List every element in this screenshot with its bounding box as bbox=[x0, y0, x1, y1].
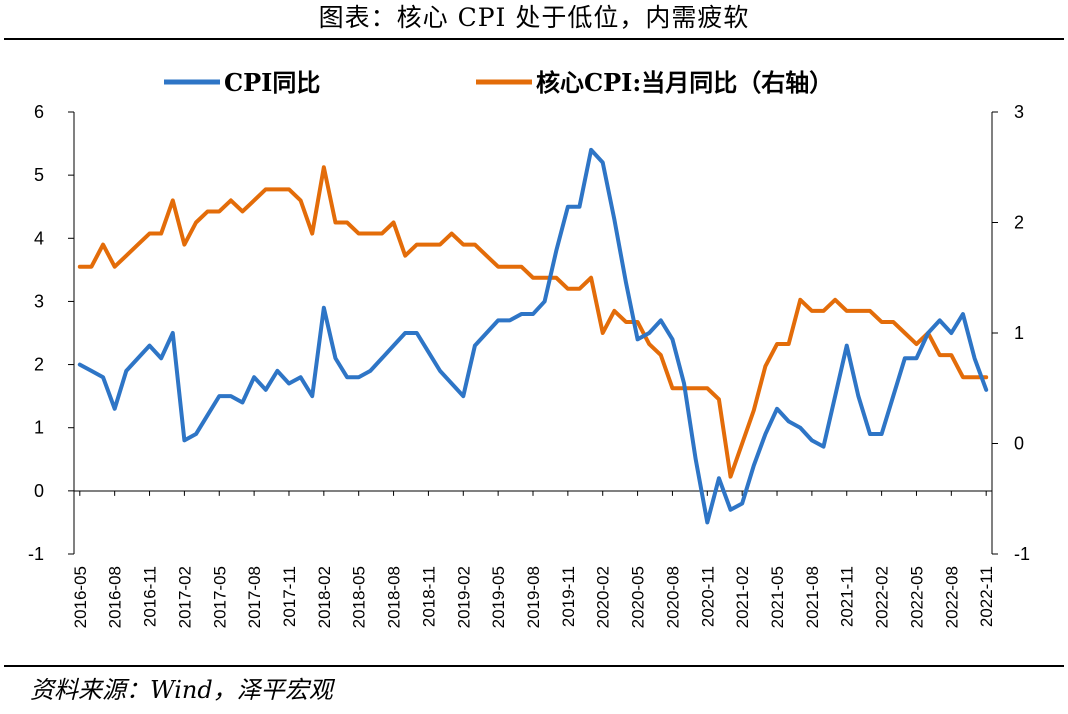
y-right-tick-label: 1 bbox=[1014, 323, 1024, 343]
y-left-tick-label: -1 bbox=[28, 544, 44, 564]
x-tick-label: 2020-02 bbox=[594, 566, 613, 628]
x-tick-label: 2018-11 bbox=[419, 566, 438, 627]
y-left-tick-label: 5 bbox=[34, 165, 44, 185]
x-tick-label: 2017-05 bbox=[210, 566, 229, 628]
y-right-tick-label: 2 bbox=[1014, 213, 1024, 233]
x-tick-label: 2019-05 bbox=[489, 566, 508, 628]
series-points-core-cpi bbox=[79, 167, 987, 477]
x-tick-label: 2021-08 bbox=[803, 566, 822, 628]
series-line-cpi bbox=[77, 147, 989, 525]
page-title: 图表：核心 CPI 处于低位，内需疲软 bbox=[318, 3, 750, 32]
x-tick-label: 2022-02 bbox=[873, 566, 892, 628]
y-right-tick-label: -1 bbox=[1014, 544, 1030, 564]
y-right-tick-label: 0 bbox=[1014, 434, 1024, 454]
x-tick-label: 2022-08 bbox=[942, 566, 961, 628]
x-tick-label: 2021-11 bbox=[838, 566, 857, 627]
x-tick-label: 2019-02 bbox=[454, 566, 473, 628]
x-tick-label: 2019-08 bbox=[524, 566, 543, 628]
top-rule bbox=[4, 38, 1064, 40]
x-tick-label: 2016-08 bbox=[106, 566, 125, 628]
legend-label-cpi: CPI同比 bbox=[224, 68, 320, 97]
y-left-tick-label: 3 bbox=[34, 291, 44, 311]
legend-label-core-cpi: 核心CPI:当月同比（右轴） bbox=[536, 68, 833, 97]
x-tick-label: 2017-11 bbox=[280, 566, 299, 627]
y-left-tick-label: 1 bbox=[34, 418, 44, 438]
x-tick-label: 2017-02 bbox=[175, 566, 194, 628]
x-tick-label: 2018-08 bbox=[385, 566, 404, 628]
chart: CPI同比 核心CPI:当月同比（右轴） -1 0 1 2 3 4 5 6 -1 0 1 2 3 20… bbox=[28, 68, 1030, 628]
source-note: 资料来源：Wind，泽平宏观 bbox=[30, 676, 333, 704]
x-tick-label: 2021-02 bbox=[733, 566, 752, 628]
x-tick-label: 2018-02 bbox=[315, 566, 334, 628]
bottom-rule bbox=[4, 665, 1064, 667]
y-right-ticks: -1 0 1 2 3 bbox=[992, 102, 1030, 564]
x-tick-label: 2018-05 bbox=[350, 566, 369, 628]
x-tick-label: 2016-11 bbox=[141, 566, 160, 627]
y-left-tick-label: 4 bbox=[34, 228, 44, 248]
x-tick-label: 2020-08 bbox=[663, 566, 682, 628]
y-right-tick-label: 3 bbox=[1014, 102, 1024, 122]
series-line-core-cpi bbox=[77, 165, 989, 479]
legend: CPI同比 核心CPI:当月同比（右轴） bbox=[164, 68, 833, 97]
y-left-tick-label: 2 bbox=[34, 355, 44, 375]
series-points-cpi bbox=[79, 149, 987, 523]
y-left-tick-label: 6 bbox=[34, 102, 44, 122]
x-tick-label: 2019-11 bbox=[559, 566, 578, 627]
y-left-tick-label: 0 bbox=[34, 481, 44, 501]
x-tick-label: 2020-11 bbox=[698, 566, 717, 627]
x-tick-label: 2022-05 bbox=[907, 566, 926, 628]
x-tick-label: 2022-11 bbox=[977, 566, 996, 627]
x-tick-label: 2017-08 bbox=[245, 566, 264, 628]
x-ticks: 2016-05 2016-08 2016-11 2017-02 2017-05 2017-… bbox=[71, 490, 996, 628]
x-tick-label: 2021-05 bbox=[768, 566, 787, 628]
x-tick-label: 2020-05 bbox=[629, 566, 648, 628]
y-left-ticks: -1 0 1 2 3 4 5 6 bbox=[28, 102, 74, 564]
x-tick-label: 2016-05 bbox=[71, 566, 90, 628]
